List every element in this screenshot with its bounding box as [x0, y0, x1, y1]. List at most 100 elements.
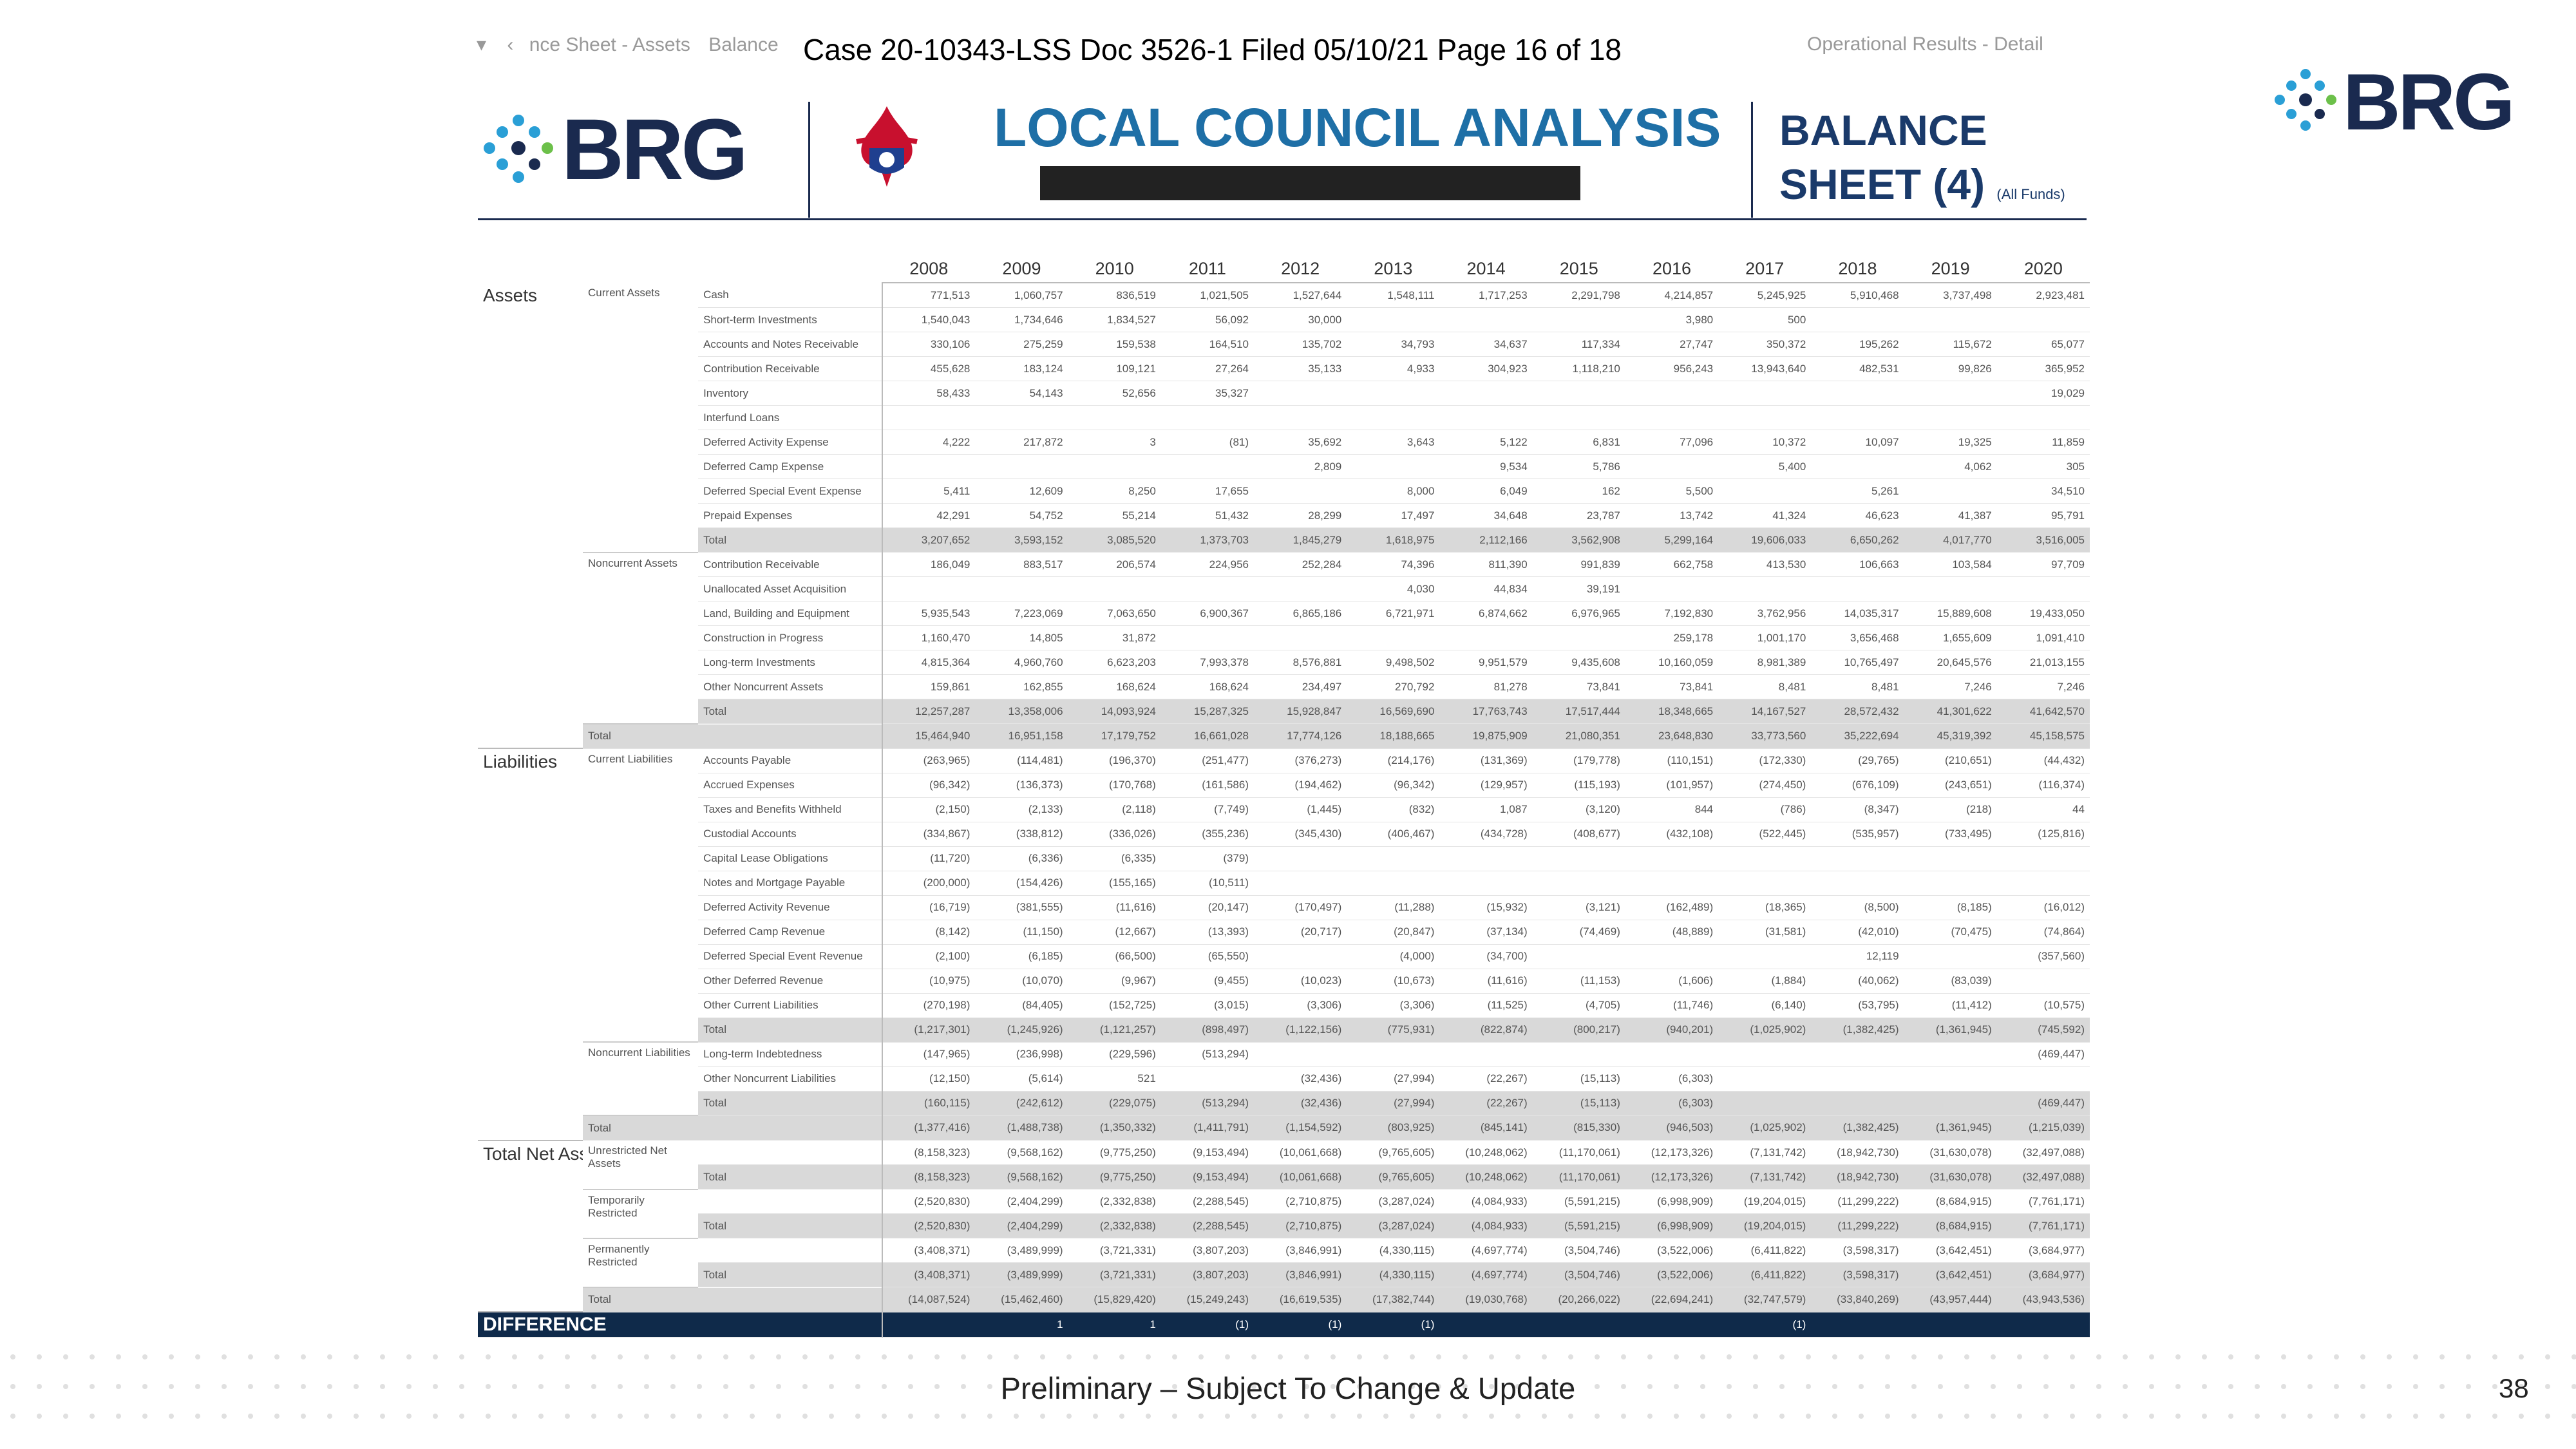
value-cell: (101,957) — [1625, 773, 1719, 798]
value-cell: 304,923 — [1439, 356, 1533, 381]
value-cell: (6,998,909) — [1625, 1189, 1719, 1214]
value-cell: 54,143 — [975, 381, 1068, 406]
value-cell — [1160, 1066, 1255, 1092]
back[interactable]: ‹ — [507, 34, 514, 55]
value-cell: 27,747 — [1625, 332, 1719, 357]
value-cell: 15,287,325 — [1160, 699, 1255, 724]
value-cell — [1996, 1312, 2090, 1338]
value-cell: (170,497) — [1254, 895, 1347, 920]
title: LOCAL COUNCIL ANALYSIS — [994, 97, 1721, 158]
value-cell — [1532, 846, 1625, 871]
value-cell: 115,672 — [1904, 332, 1997, 357]
value-cell: 6,900,367 — [1160, 601, 1255, 626]
total-label: Total — [698, 699, 884, 724]
value-cell: 17,655 — [1160, 478, 1255, 504]
value-cell: (6,185) — [975, 944, 1068, 969]
value-cell: (17,382,744) — [1347, 1287, 1440, 1312]
value-cell — [1254, 944, 1347, 969]
value-cell: 18,188,665 — [1347, 723, 1440, 749]
value-cell: 883,517 — [975, 552, 1068, 577]
value-cell: (2,710,875) — [1254, 1189, 1347, 1214]
value-cell: 3,737,498 — [1904, 283, 1997, 308]
value-cell: (1,411,791) — [1160, 1115, 1255, 1141]
row-label: Cash — [698, 283, 884, 308]
value-cell: (336,026) — [1068, 822, 1161, 847]
value-cell: (3,721,331) — [1068, 1238, 1161, 1263]
value-cell: 844 — [1625, 797, 1719, 822]
value-cell: (16,012) — [1996, 895, 2090, 920]
value-cell: (1,382,425) — [1811, 1115, 1904, 1141]
value-cell: (172,330) — [1718, 748, 1812, 773]
row: Deferred Camp Revenue (8,142) (11,150) (12,… — [478, 920, 2090, 945]
value-cell: (270,198) — [882, 993, 976, 1018]
difference-row: DIFFERENCE 1 1 (1) (1) (1) (1) — [478, 1312, 2090, 1338]
tab[interactable]: Operational Results - Detail — [1807, 33, 2043, 55]
value-cell: (2,710,875) — [1254, 1213, 1347, 1238]
value-cell: 500 — [1718, 307, 1812, 332]
value-cell — [1254, 576, 1347, 601]
value-cell: 13,943,640 — [1718, 356, 1812, 381]
value-cell: 3,980 — [1625, 307, 1719, 332]
value-cell: 54,752 — [975, 503, 1068, 528]
value-cell: 9,435,608 — [1532, 650, 1625, 675]
value-cell: (6,335) — [1068, 846, 1161, 871]
redaction — [1040, 166, 1580, 200]
value-cell: (20,147) — [1160, 895, 1255, 920]
value-cell: (2,100) — [882, 944, 976, 969]
value-cell: 1,001,170 — [1718, 625, 1812, 650]
value-cell: 8,000 — [1347, 478, 1440, 504]
row: Interfund Loans — [478, 405, 2090, 430]
value-cell — [1439, 871, 1533, 896]
value-cell: (3,120) — [1532, 797, 1625, 822]
row-label: Other Noncurrent Liabilities — [698, 1066, 884, 1092]
tab[interactable]: Balance — [708, 34, 779, 55]
row: Other Deferred Revenue (10,975) (10,070) (9… — [478, 969, 2090, 994]
value-cell: (3,807,203) — [1160, 1238, 1255, 1263]
value-cell: 6,623,203 — [1068, 650, 1161, 675]
value-cell: (229,596) — [1068, 1042, 1161, 1067]
value-cell: (1,215,039) — [1996, 1115, 2090, 1141]
value-cell: (42,010) — [1811, 920, 1904, 945]
tab[interactable]: nce Sheet - Assets — [529, 34, 690, 55]
value-cell — [1811, 576, 1904, 601]
value-cell: (11,299,222) — [1811, 1189, 1904, 1214]
value-cell: (7,131,742) — [1718, 1164, 1812, 1189]
value-cell: 19,325 — [1904, 430, 1997, 455]
footer-text: Preliminary – Subject To Change & Update — [1000, 1371, 1576, 1405]
value-cell: 1,618,975 — [1347, 527, 1440, 553]
value-cell: (2,150) — [882, 797, 976, 822]
value-cell: (3,642,451) — [1904, 1238, 1997, 1263]
value-cell: 9,951,579 — [1439, 650, 1533, 675]
value-cell: 106,663 — [1811, 552, 1904, 577]
value-cell: (10,248,062) — [1439, 1140, 1533, 1165]
value-cell — [1625, 1042, 1719, 1067]
value-cell: 35,133 — [1254, 356, 1347, 381]
value-cell: 1,717,253 — [1439, 283, 1533, 308]
value-cell: 252,284 — [1254, 552, 1347, 577]
year-header: 2014 — [1439, 255, 1533, 283]
value-cell: 183,124 — [975, 356, 1068, 381]
value-cell — [1811, 846, 1904, 871]
value-cell: (8,158,323) — [882, 1164, 976, 1189]
value-cell: (218) — [1904, 797, 1997, 822]
value-cell: (12,150) — [882, 1066, 976, 1092]
value-cell: 1,834,527 — [1068, 307, 1161, 332]
value-cell: (12,667) — [1068, 920, 1161, 945]
value-cell: (43,957,444) — [1904, 1287, 1997, 1312]
value-cell — [1160, 576, 1255, 601]
dropdown[interactable]: ▾ — [477, 34, 487, 55]
row-label: Prepaid Expenses — [698, 503, 884, 528]
subtitle: SHEET (4) (All Funds) — [1779, 160, 2065, 209]
value-cell: 11,859 — [1996, 430, 2090, 455]
value-cell: 305 — [1996, 454, 2090, 479]
value-cell: (1,606) — [1625, 969, 1719, 994]
value-cell: 1,087 — [1439, 797, 1533, 822]
row: Other Noncurrent Liabilities (12,150) (5,6… — [478, 1066, 2090, 1092]
value-cell — [1160, 625, 1255, 650]
value-cell: (11,288) — [1347, 895, 1440, 920]
row-label: Other Current Liabilities — [698, 993, 884, 1018]
value-cell: 55,214 — [1068, 503, 1161, 528]
value-cell: (8,500) — [1811, 895, 1904, 920]
year-header: 2015 — [1532, 255, 1625, 283]
value-cell: (6,140) — [1718, 993, 1812, 1018]
